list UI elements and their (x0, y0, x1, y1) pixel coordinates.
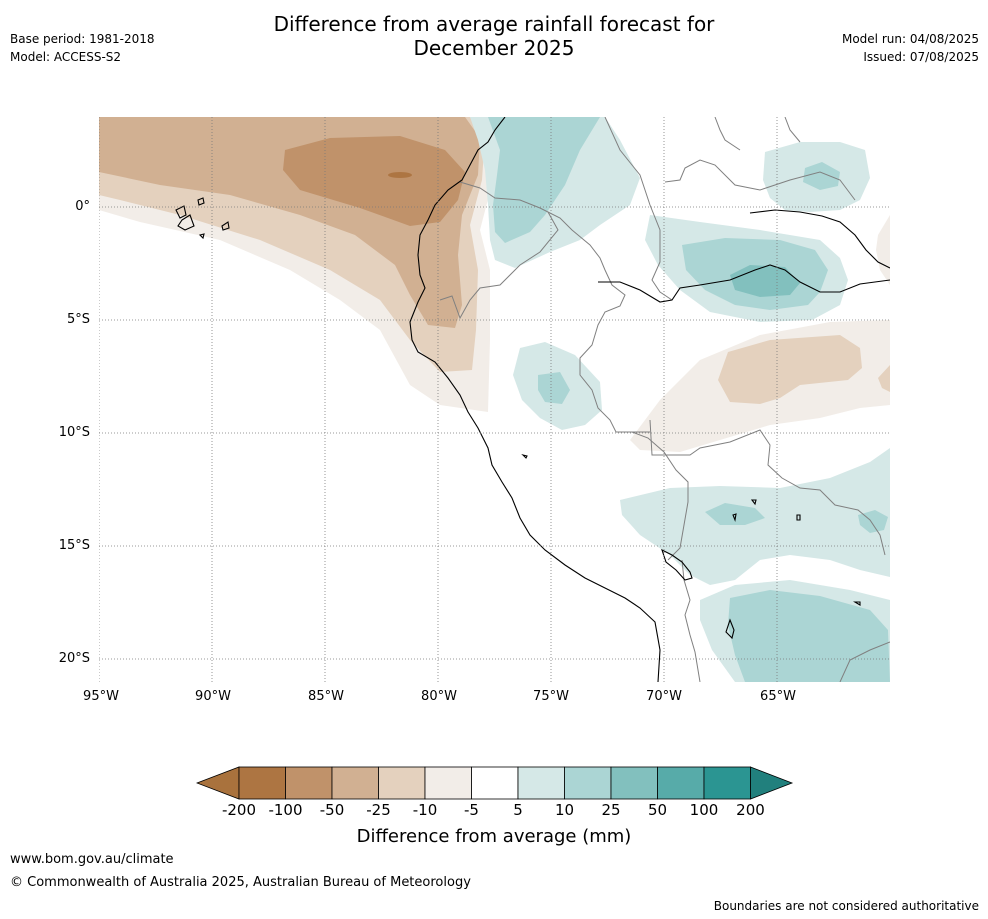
rainfall-map (99, 117, 890, 682)
meta-right: Model run: 04/08/2025 Issued: 07/08/2025 (842, 30, 979, 66)
colorbar-swatch (331, 766, 379, 800)
map-title: Difference from average rainfall forecas… (0, 12, 988, 60)
colorbar-swatch (378, 766, 426, 800)
lat-label-20s: 20°S (58, 651, 90, 666)
lon-label-95w: 95°W (83, 689, 119, 704)
title-line2: December 2025 (413, 36, 575, 60)
dry-band-east-edge (878, 365, 890, 392)
colorbar-extend-low (196, 766, 240, 800)
dry-band-east-medium (718, 335, 862, 404)
caribbean-coastline (749, 209, 890, 269)
boundaries-disclaimer: Boundaries are not considered authoritat… (713, 899, 979, 913)
colorbar-swatch (657, 766, 705, 800)
colorbar-label: 100 (689, 801, 719, 819)
colorbar-label: -50 (319, 801, 345, 819)
colorbar-label: -25 (366, 801, 391, 819)
dry-region-core (283, 136, 465, 226)
pacific-coastline (409, 117, 661, 682)
map-canvas (99, 117, 890, 682)
colorbar-swatch (471, 766, 519, 800)
base-period: Base period: 1981-2018 (10, 32, 155, 46)
titicaca-lake (661, 548, 693, 581)
dry-region-max (388, 172, 412, 178)
colorbar-swatch (424, 766, 472, 800)
coastlines (175, 117, 890, 682)
lon-label-70w: 70°W (646, 689, 682, 704)
colorbar-label: -5 (464, 801, 479, 819)
meta-left: Base period: 1981-2018 Model: ACCESS-S2 (10, 30, 155, 66)
title-line1: Difference from average rainfall forecas… (273, 12, 715, 36)
colorbar-swatch (238, 766, 286, 800)
colorbar-label: -200 (221, 801, 257, 819)
lon-label-65w: 65°W (760, 689, 796, 704)
lon-label-80w: 80°W (421, 689, 457, 704)
lat-label-5s: 5°S (66, 312, 90, 327)
colorbar-label: 200 (736, 801, 765, 819)
country-borders (439, 117, 890, 682)
lat-label-0: 0° (75, 199, 90, 214)
colorbar-swatch (564, 766, 612, 800)
lon-label-90w: 90°W (195, 689, 231, 704)
colorbar-title: Difference from average (mm) (356, 826, 632, 847)
amazon-river (598, 264, 890, 303)
lat-label-10s: 10°S (58, 425, 90, 440)
colorbar-label: -100 (268, 801, 303, 819)
dry-band-northeast (876, 215, 890, 285)
wet-colombia-medium (488, 117, 600, 243)
colorbar-label: -10 (412, 801, 438, 819)
colorbar-label: 25 (601, 801, 621, 819)
colorbar (196, 766, 794, 800)
website-link[interactable]: www.bom.gov.au/climate (10, 852, 174, 867)
wet-peru-medium (538, 372, 570, 404)
model-name: Model: ACCESS-S2 (10, 50, 122, 64)
colorbar-label: 10 (554, 801, 575, 819)
galapagos-islands (175, 197, 230, 240)
colorbar-swatch (285, 766, 333, 800)
lat-label-15s: 15°S (58, 538, 90, 553)
small-islands (521, 453, 861, 640)
colorbar-swatch (517, 766, 565, 800)
colorbar-swatch (703, 766, 751, 800)
colorbar-label: 5 (513, 801, 523, 819)
copyright-text: © Commonwealth of Australia 2025, Austra… (10, 875, 471, 890)
colorbar-swatch (610, 766, 658, 800)
wet-venezuela-medium (803, 162, 840, 190)
lon-label-85w: 85°W (308, 689, 344, 704)
issued-date: Issued: 07/08/2025 (863, 50, 979, 64)
colorbar-extend-high (750, 766, 794, 800)
model-run: Model run: 04/08/2025 (841, 32, 979, 46)
colorbar-label: 50 (647, 801, 668, 819)
lon-label-75w: 75°W (533, 689, 569, 704)
map-gridlines (99, 117, 890, 682)
